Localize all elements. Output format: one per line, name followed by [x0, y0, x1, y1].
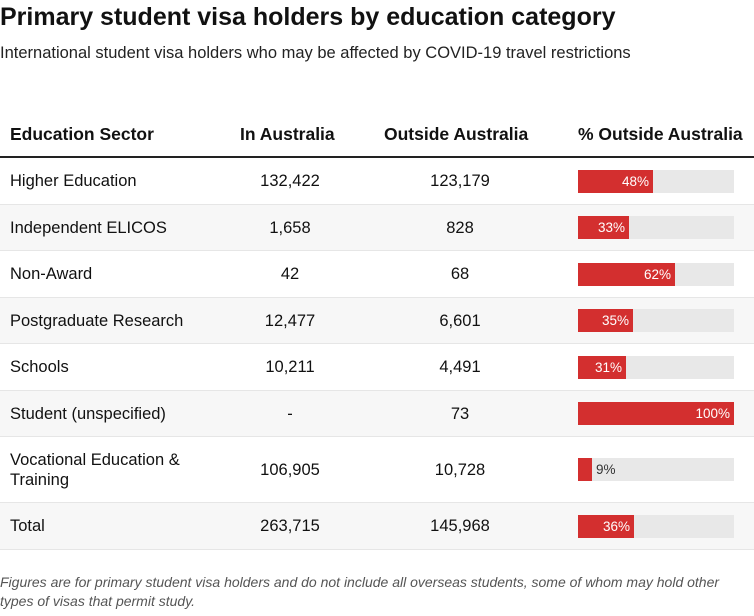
- sector-cell: Independent ELICOS: [10, 218, 167, 237]
- header-in-australia: In Australia: [240, 124, 335, 144]
- outside-australia-cell: 4,491: [439, 358, 481, 376]
- outside-australia-cell: 73: [450, 404, 470, 423]
- pct-bar-track: 31%: [578, 355, 734, 379]
- in-australia-cell: -: [287, 404, 293, 423]
- pct-label: 36%: [602, 518, 630, 534]
- pct-outside-cell: 35%: [578, 298, 734, 343]
- header-education-sector: Education Sector: [10, 124, 154, 144]
- outside-australia-cell: 68: [450, 265, 470, 283]
- sector-cell: Vocational Education & Training: [10, 450, 180, 489]
- in-australia-cell: 263,715: [260, 517, 320, 535]
- sector-cell: Higher Education: [10, 172, 137, 190]
- pct-bar: [578, 262, 675, 286]
- table-header: Education Sector In Australia Outside Au…: [0, 98, 754, 158]
- in-australia-cell: 106,905: [260, 460, 320, 479]
- table-body: Higher Education 132,422 123,179 48% Indepen…: [0, 158, 754, 550]
- pct-outside-cell: 48%: [578, 158, 734, 204]
- chart-subtitle: International student visa holders who m…: [0, 44, 631, 62]
- pct-outside-cell: 33%: [578, 205, 734, 250]
- outside-australia-cell: 828: [446, 218, 474, 237]
- table-row: Vocational Education & Training 106,905 10…: [0, 437, 754, 503]
- pct-label: 35%: [601, 313, 629, 328]
- in-australia-cell: 132,422: [260, 172, 320, 190]
- pct-outside-cell: 100%: [578, 391, 734, 436]
- pct-bar-track: 48%: [578, 169, 734, 193]
- pct-bar: [578, 514, 634, 538]
- pct-bar-track: 36%: [578, 514, 734, 538]
- outside-australia-cell: 123,179: [430, 172, 490, 190]
- outside-australia-cell: 10,728: [434, 460, 486, 479]
- sector-cell: Total: [10, 517, 45, 535]
- table-row: Total 263,715 145,968 36%: [0, 503, 754, 550]
- pct-bar-track: 35%: [578, 309, 734, 332]
- pct-outside-cell: 36%: [578, 503, 734, 549]
- pct-bar-track: 33%: [578, 216, 734, 239]
- pct-bar: [578, 169, 653, 193]
- pct-bar: [578, 458, 592, 481]
- pct-outside-cell: 9%: [578, 437, 734, 502]
- sector-cell: Non-Award: [10, 265, 93, 283]
- in-australia-cell: 10,211: [265, 358, 315, 376]
- pct-bar: [578, 309, 633, 332]
- pct-label: 100%: [695, 406, 730, 421]
- table-row: Non-Award 42 68 62%: [0, 251, 754, 298]
- data-table: Education Sector In Australia Outside Au…: [0, 98, 754, 550]
- header-pct-outside: % Outside Australia: [578, 124, 743, 144]
- outside-australia-cell: 145,968: [430, 517, 490, 535]
- pct-bar: [578, 216, 629, 239]
- in-australia-cell: 1,658: [269, 218, 311, 237]
- in-australia-cell: 42: [280, 265, 300, 283]
- pct-label: 31%: [594, 359, 622, 375]
- sector-cell: Postgraduate Research: [10, 311, 184, 330]
- pct-label: 9%: [596, 462, 616, 477]
- table-row: Student (unspecified) - 73 100%: [0, 391, 754, 437]
- pct-label: 48%: [621, 173, 649, 189]
- pct-bar-track: 62%: [578, 262, 734, 286]
- pct-outside-cell: 31%: [578, 344, 734, 390]
- pct-bar-track: 100%: [578, 402, 734, 425]
- pct-label: 33%: [597, 220, 625, 235]
- footnote: Figures are for primary student visa hol…: [0, 574, 720, 609]
- table-row: Independent ELICOS 1,658 828 33%: [0, 205, 754, 251]
- table-row: Schools 10,211 4,491 31%: [0, 344, 754, 391]
- pct-bar: [578, 402, 734, 425]
- sector-cell: Student (unspecified): [10, 404, 166, 423]
- chart-title: Primary student visa holders by educatio…: [0, 3, 616, 31]
- in-australia-cell: 12,477: [264, 311, 316, 330]
- sector-cell: Schools: [10, 358, 69, 376]
- header-outside-australia: Outside Australia: [384, 124, 529, 144]
- pct-outside-cell: 62%: [578, 251, 734, 297]
- table-row: Postgraduate Research 12,477 6,601 35%: [0, 298, 754, 344]
- pct-label: 62%: [643, 266, 671, 282]
- table-row: Higher Education 132,422 123,179 48%: [0, 158, 754, 205]
- pct-bar: [578, 355, 626, 379]
- outside-australia-cell: 6,601: [439, 311, 481, 330]
- pct-bar-track: 9%: [578, 458, 734, 481]
